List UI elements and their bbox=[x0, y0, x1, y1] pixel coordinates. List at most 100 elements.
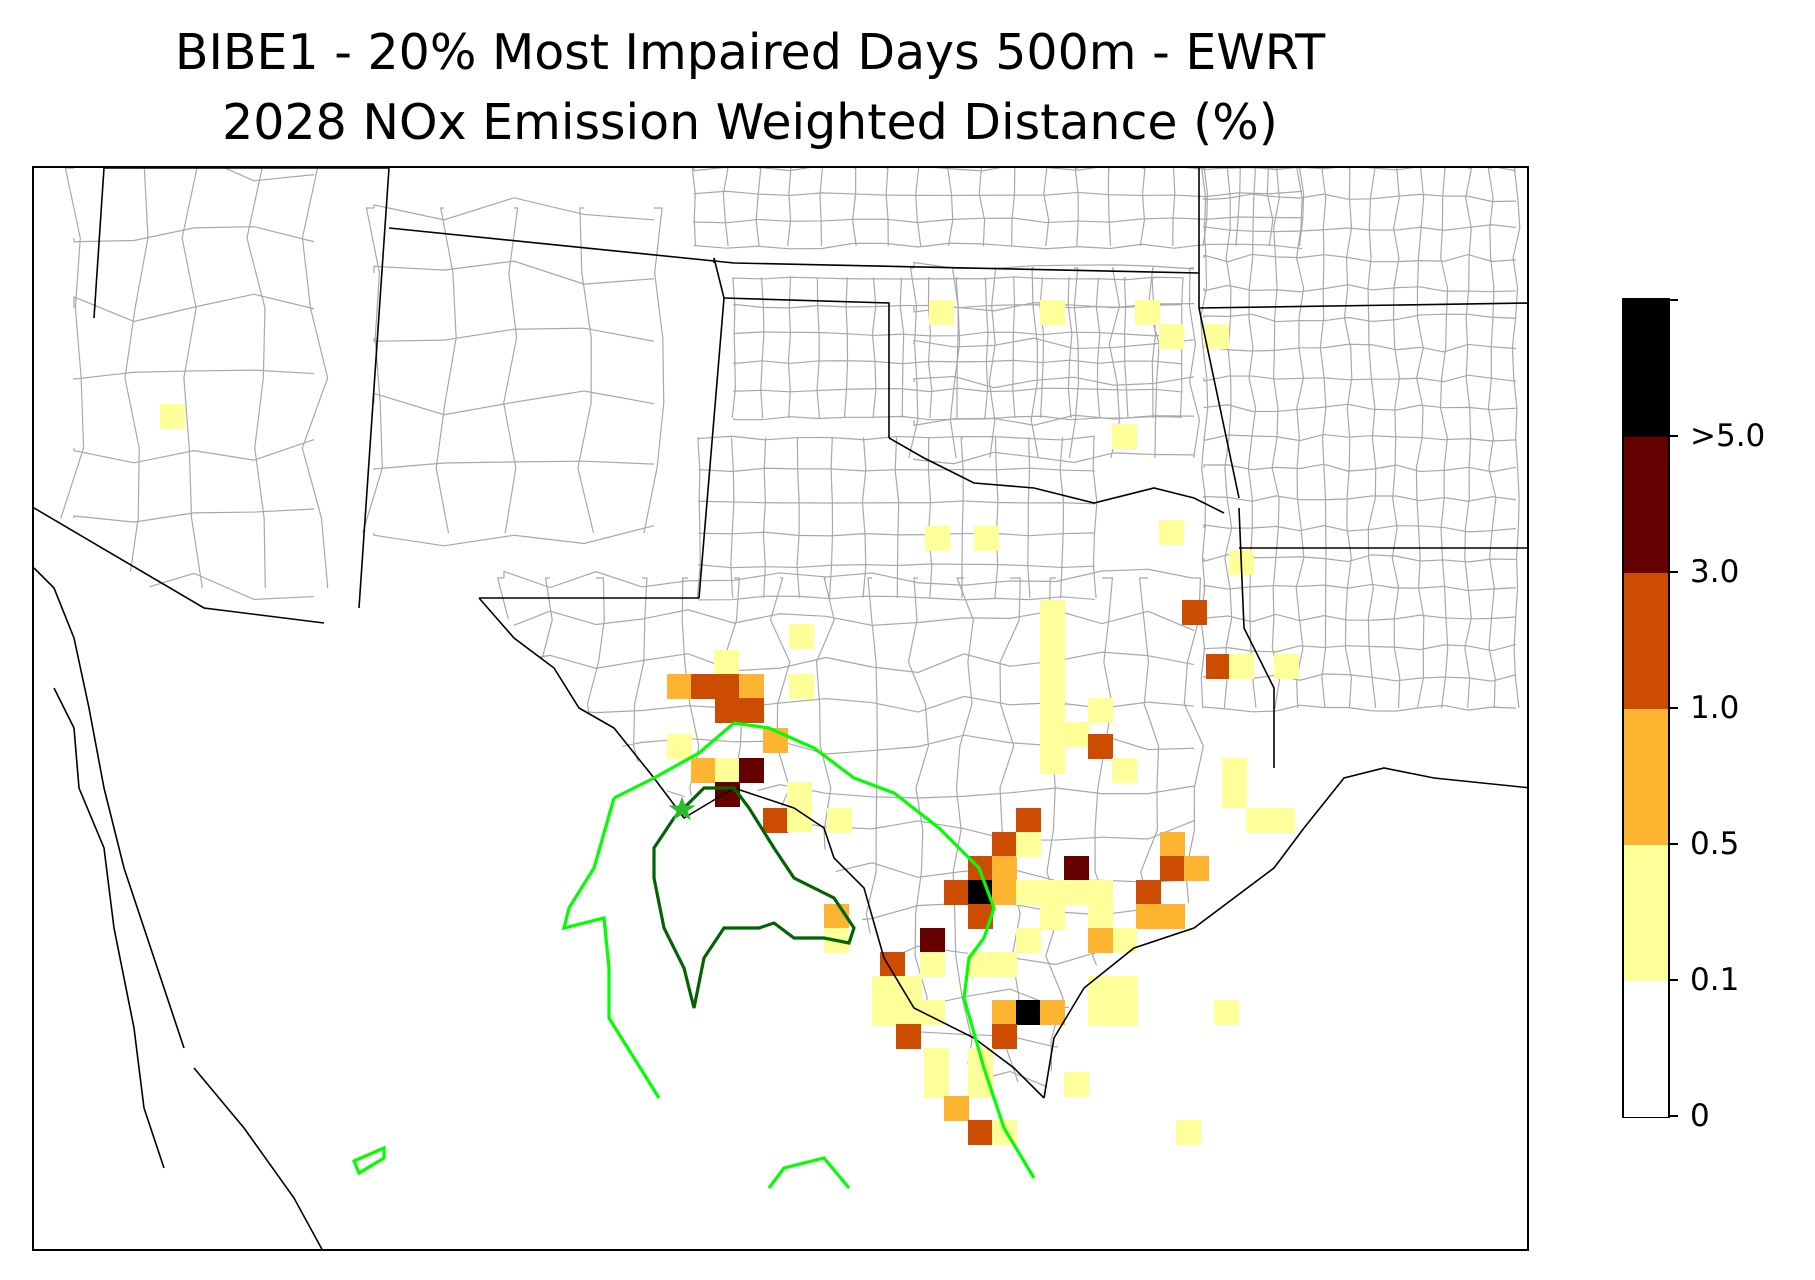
grid-cell bbox=[992, 952, 1017, 977]
grid-cell bbox=[1159, 520, 1184, 545]
colorbar-tick-label: 0.5 bbox=[1690, 826, 1740, 862]
grid-cell bbox=[1064, 880, 1089, 905]
county-line bbox=[913, 337, 1195, 350]
grid-cell bbox=[1040, 1000, 1065, 1025]
county-line bbox=[301, 168, 329, 589]
grid-cell bbox=[1160, 856, 1185, 881]
grid-cell bbox=[1159, 324, 1184, 349]
county-line bbox=[843, 277, 849, 419]
county-line bbox=[503, 207, 519, 534]
grid-cell bbox=[1270, 808, 1295, 833]
grid-cell bbox=[1112, 758, 1137, 783]
county-line bbox=[949, 267, 961, 459]
county-line bbox=[1247, 168, 1257, 709]
grid-cell bbox=[1176, 1120, 1201, 1145]
county-line bbox=[927, 277, 933, 419]
state-line bbox=[93, 168, 105, 319]
grid-cell bbox=[691, 674, 716, 699]
grid-cell bbox=[1229, 654, 1254, 679]
grid-cell bbox=[1016, 832, 1041, 857]
county-line bbox=[733, 331, 1183, 337]
grid-cell bbox=[691, 758, 716, 783]
county-line bbox=[1095, 277, 1101, 419]
county-line bbox=[984, 277, 989, 419]
county-line bbox=[1203, 704, 1517, 713]
county-line bbox=[762, 437, 767, 599]
county-line bbox=[362, 207, 383, 534]
county-line bbox=[1151, 277, 1157, 419]
colorbar-tick bbox=[1668, 979, 1678, 981]
county-line bbox=[373, 525, 655, 547]
state-line bbox=[53, 687, 165, 1169]
county-line bbox=[1202, 168, 1209, 247]
grid-cell bbox=[1040, 674, 1065, 774]
county-line bbox=[1464, 168, 1473, 709]
map-panel bbox=[32, 166, 1529, 1251]
county-line bbox=[1027, 437, 1031, 599]
grid-cell bbox=[920, 928, 945, 953]
grid-cell bbox=[974, 526, 999, 551]
county-line bbox=[861, 437, 867, 599]
county-line bbox=[1367, 168, 1377, 709]
county-line bbox=[952, 577, 974, 1083]
colorbar-segment bbox=[1624, 572, 1668, 709]
county-line bbox=[181, 168, 203, 589]
county-line bbox=[978, 168, 986, 247]
county-line bbox=[698, 435, 1096, 441]
county-line bbox=[913, 261, 1195, 270]
grid-cell bbox=[992, 856, 1017, 881]
county-line bbox=[1074, 168, 1079, 247]
county-line bbox=[373, 390, 655, 416]
grid-cell bbox=[872, 976, 922, 1026]
grid-cell bbox=[1088, 928, 1113, 953]
contour-outer-south bbox=[767, 1156, 851, 1190]
county-line bbox=[698, 500, 1096, 505]
grid-cell bbox=[992, 1024, 1017, 1049]
grid-cell bbox=[160, 404, 185, 429]
county-line bbox=[1067, 277, 1073, 419]
grid-cell bbox=[944, 1096, 969, 1121]
county-line bbox=[1203, 583, 1517, 592]
colorbar bbox=[1622, 298, 1670, 1118]
county-line bbox=[1172, 168, 1176, 247]
county-line bbox=[907, 577, 929, 1083]
county-boundaries bbox=[34, 168, 1527, 1249]
county-line bbox=[871, 277, 877, 419]
state-line bbox=[1303, 767, 1527, 829]
state-line bbox=[698, 257, 725, 599]
county-line bbox=[1271, 168, 1281, 709]
county-line bbox=[1203, 193, 1517, 203]
county-line bbox=[698, 467, 1096, 473]
grid-cell bbox=[1088, 734, 1113, 759]
county-line bbox=[1123, 277, 1129, 419]
grid-cell bbox=[714, 650, 739, 675]
colorbar-tick-label: 1.0 bbox=[1690, 690, 1740, 726]
grid-cell bbox=[1064, 1072, 1089, 1097]
grid-cell bbox=[1160, 904, 1185, 929]
grid-cell bbox=[1016, 1000, 1041, 1025]
county-line bbox=[1059, 437, 1065, 599]
county-line bbox=[73, 438, 315, 464]
grid-cell bbox=[1182, 600, 1207, 625]
county-line bbox=[691, 168, 697, 247]
colorbar-tick bbox=[1668, 1115, 1678, 1117]
grid-cell bbox=[1016, 808, 1041, 833]
county-line bbox=[1203, 524, 1517, 533]
contour-outer-island bbox=[351, 1145, 386, 1176]
county-line bbox=[1487, 168, 1497, 709]
grid-cell bbox=[715, 674, 740, 699]
grid-cell bbox=[1064, 856, 1089, 881]
state-line bbox=[193, 1067, 323, 1249]
county-line bbox=[1203, 433, 1517, 442]
grid-cell bbox=[1135, 300, 1160, 325]
county-line bbox=[1203, 613, 1517, 623]
grid-cell bbox=[1016, 880, 1041, 905]
county-line bbox=[1011, 168, 1016, 247]
county-line bbox=[722, 168, 729, 247]
county-line bbox=[960, 437, 964, 599]
county-line bbox=[1139, 168, 1146, 247]
county-line bbox=[643, 207, 665, 534]
state-boundaries bbox=[34, 168, 1527, 1249]
county-line bbox=[1203, 313, 1517, 323]
county-line bbox=[1319, 168, 1327, 709]
